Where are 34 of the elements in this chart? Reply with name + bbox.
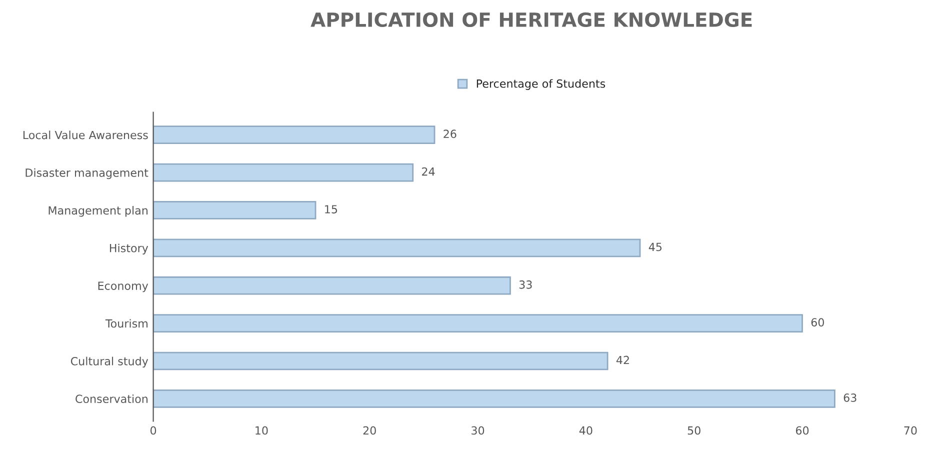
- bar: [153, 201, 316, 220]
- data-label: 33: [519, 280, 532, 289]
- x-tick-label: 40: [579, 426, 592, 435]
- y-tick-label: Cultural study: [70, 356, 148, 368]
- bar: [153, 314, 803, 332]
- data-label: 15: [325, 205, 338, 214]
- x-tick-label: 70: [904, 426, 917, 435]
- y-tick-label: Tourism: [105, 319, 148, 328]
- y-tick-label: Economy: [98, 282, 148, 292]
- y-tick-label: Conservation: [76, 394, 148, 404]
- y-tick-label: History: [110, 244, 148, 254]
- chart-title: APPLICATION OF HERITAGE KNOWLEDGE: [310, 12, 752, 28]
- data-label: 45: [648, 242, 662, 252]
- y-tick-label: Disaster management: [26, 168, 148, 180]
- x-tick-label: 20: [363, 426, 376, 435]
- data-label: 24: [422, 167, 435, 176]
- x-tick-label: 60: [796, 426, 809, 435]
- data-label: 63: [844, 394, 856, 402]
- x-tick-label: 10: [256, 426, 268, 435]
- x-tick-label: 0: [150, 426, 156, 435]
- data-label: 42: [616, 356, 629, 364]
- bar: [153, 126, 436, 144]
- bar: [153, 390, 836, 408]
- y-tick-label: Management plan: [48, 206, 148, 217]
- y-tick-label: Local Value Awareness: [23, 130, 148, 140]
- bar: [153, 163, 414, 182]
- bar: [153, 352, 608, 370]
- x-tick-label: 30: [472, 426, 484, 435]
- x-tick-label: 50: [688, 426, 700, 435]
- data-label: 26: [444, 130, 456, 138]
- legend-label: Percentage of Students: [476, 79, 606, 90]
- bar: [153, 238, 641, 258]
- data-label: 60: [811, 318, 824, 327]
- bar: [153, 276, 511, 295]
